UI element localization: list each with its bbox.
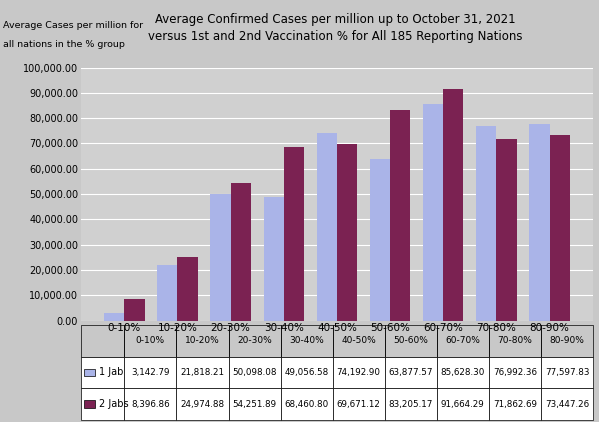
Text: 76,992.36: 76,992.36 bbox=[493, 368, 537, 377]
Text: 8,396.86: 8,396.86 bbox=[131, 400, 170, 408]
Bar bbox=[497, 139, 516, 321]
Bar bbox=[284, 147, 304, 321]
Text: all nations in the % group: all nations in the % group bbox=[3, 40, 125, 49]
Text: 69,671.12: 69,671.12 bbox=[337, 400, 380, 408]
Text: 49,056.58: 49,056.58 bbox=[285, 368, 329, 377]
Text: 1 Jab: 1 Jab bbox=[99, 368, 123, 377]
Text: 24,974.88: 24,974.88 bbox=[180, 400, 225, 408]
Bar bbox=[443, 89, 464, 321]
Bar bbox=[264, 197, 284, 321]
Text: 74,192.90: 74,192.90 bbox=[337, 368, 381, 377]
Text: 0-10%: 0-10% bbox=[136, 336, 165, 345]
Bar bbox=[423, 104, 443, 321]
Text: 50-60%: 50-60% bbox=[394, 336, 428, 345]
Text: 83,205.17: 83,205.17 bbox=[389, 400, 433, 408]
Text: 91,664.29: 91,664.29 bbox=[441, 400, 485, 408]
Text: 60-70%: 60-70% bbox=[446, 336, 480, 345]
Text: versus 1st and 2nd Vaccination % for All 185 Reporting Nations: versus 1st and 2nd Vaccination % for All… bbox=[148, 30, 523, 43]
Bar bbox=[158, 265, 177, 321]
Text: 70-80%: 70-80% bbox=[498, 336, 533, 345]
Text: 40-50%: 40-50% bbox=[341, 336, 376, 345]
Bar bbox=[476, 126, 497, 321]
Bar bbox=[177, 257, 198, 321]
Text: 3,142.79: 3,142.79 bbox=[131, 368, 170, 377]
Text: 54,251.89: 54,251.89 bbox=[232, 400, 277, 408]
Bar bbox=[125, 300, 144, 321]
Text: Average Cases per million for: Average Cases per million for bbox=[3, 21, 143, 30]
Bar bbox=[549, 135, 570, 321]
Bar bbox=[104, 313, 125, 321]
Text: 2 Jabs: 2 Jabs bbox=[99, 399, 128, 409]
Bar bbox=[390, 110, 410, 321]
Text: Average Confirmed Cases per million up to October 31, 2021: Average Confirmed Cases per million up t… bbox=[155, 13, 516, 26]
Text: 68,460.80: 68,460.80 bbox=[285, 400, 329, 408]
Text: 85,628.30: 85,628.30 bbox=[441, 368, 485, 377]
Text: 30-40%: 30-40% bbox=[289, 336, 324, 345]
Text: 63,877.57: 63,877.57 bbox=[389, 368, 433, 377]
Text: 80-90%: 80-90% bbox=[549, 336, 585, 345]
Bar bbox=[210, 194, 231, 321]
Text: 21,818.21: 21,818.21 bbox=[180, 368, 225, 377]
Text: 20-30%: 20-30% bbox=[237, 336, 272, 345]
Text: 50,098.08: 50,098.08 bbox=[232, 368, 277, 377]
Bar bbox=[370, 159, 390, 321]
Text: 73,447.26: 73,447.26 bbox=[545, 400, 589, 408]
Text: 10-20%: 10-20% bbox=[185, 336, 220, 345]
Bar bbox=[530, 124, 549, 321]
Text: 71,862.69: 71,862.69 bbox=[493, 400, 537, 408]
Text: 77,597.83: 77,597.83 bbox=[544, 368, 589, 377]
Bar bbox=[337, 144, 357, 321]
Bar bbox=[231, 183, 251, 321]
Bar bbox=[317, 133, 337, 321]
